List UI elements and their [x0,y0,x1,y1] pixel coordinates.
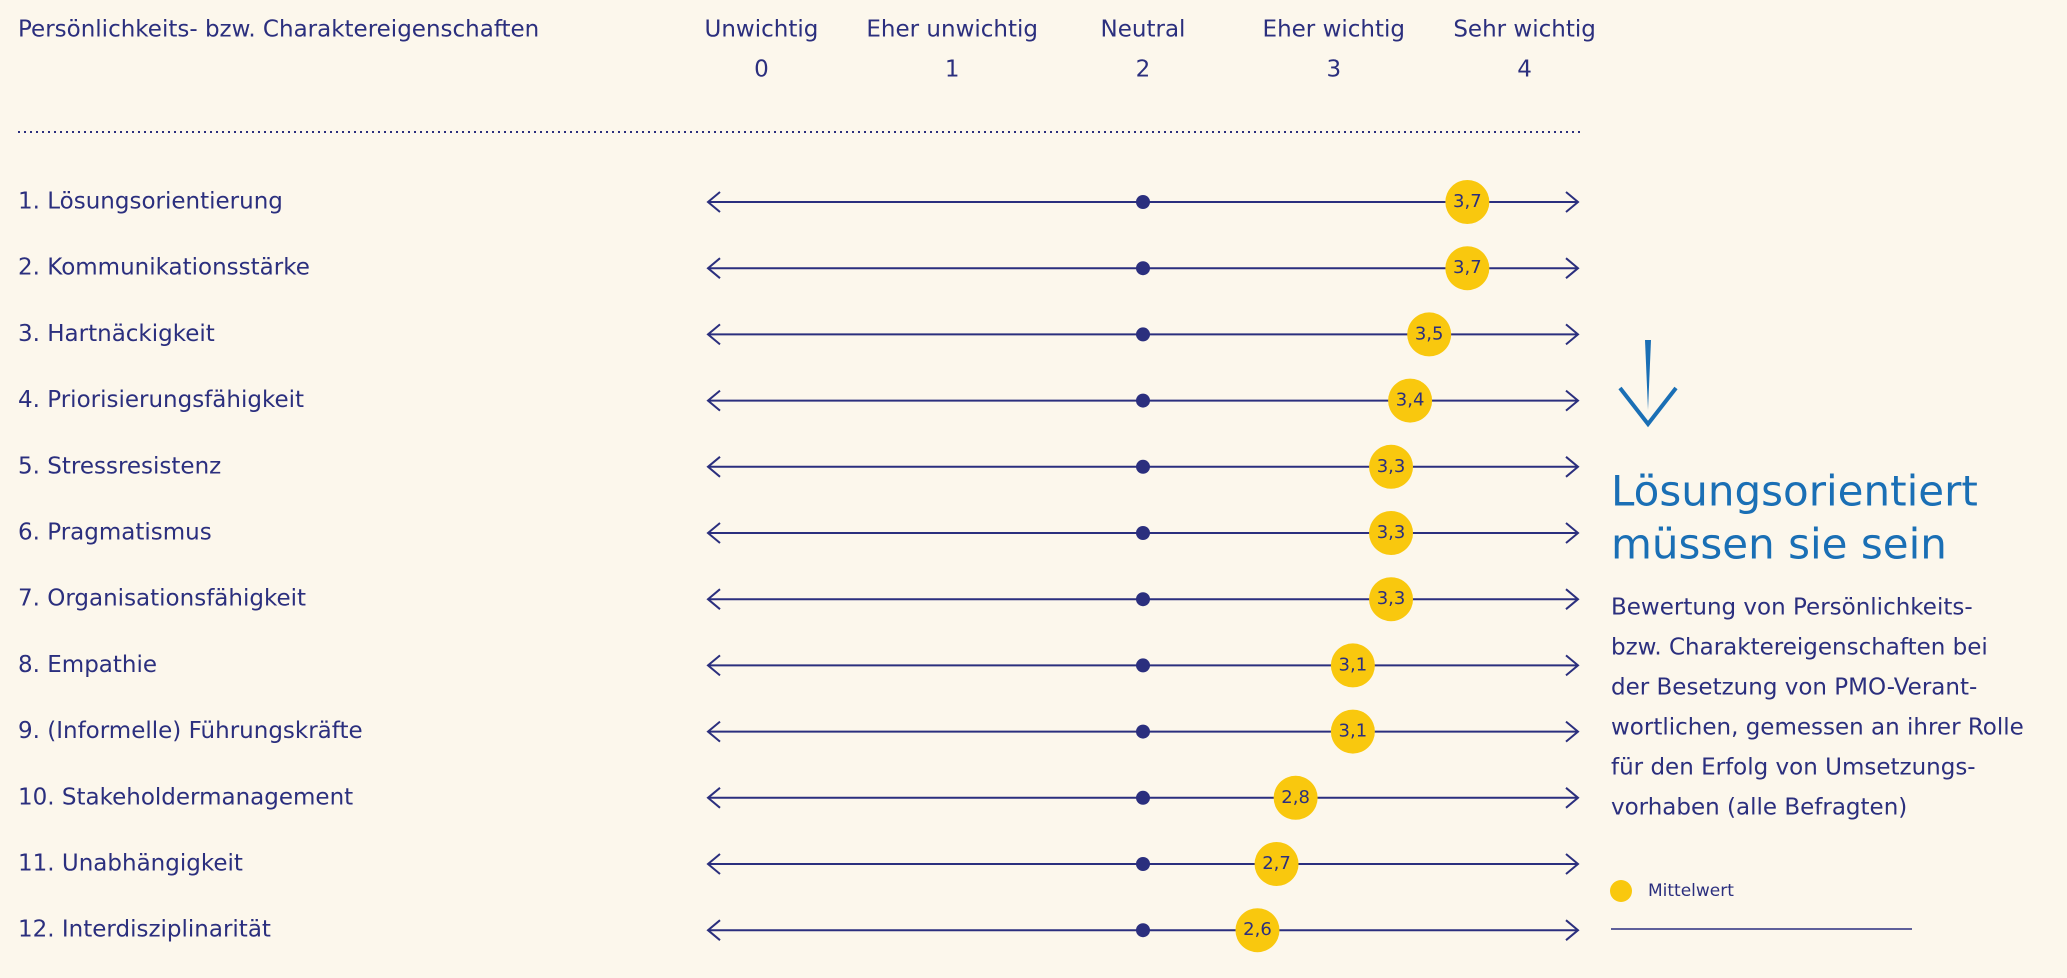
category-label: 10. Stakeholdermanagement [18,784,353,810]
value-label: 3,3 [1377,522,1406,543]
description: der Besetzung von PMO-Verant- [1611,675,1977,701]
midpoint-dot [1136,923,1150,938]
mean-dot [1254,842,1299,886]
arrow-right [1565,720,1580,743]
midpoint-dot [1136,724,1150,739]
value-label: 3,7 [1453,191,1482,212]
value-label: 3,3 [1377,588,1406,609]
value-label: 2,6 [1243,919,1272,940]
mean-dot [1445,246,1490,291]
x-tick-label: 2 [1136,57,1151,83]
category-label: 9. (Informelle) Führungskräfte [18,718,363,744]
mean-dot [1407,312,1452,357]
midpoint-dot [1136,459,1150,474]
value-label: 3,5 [1415,323,1444,344]
arrow-left [706,720,721,743]
mean-dot [1273,775,1318,820]
category-label: 5. Stressresistenz [18,453,221,479]
mean-dot [1235,908,1280,953]
value-label: 2,8 [1281,787,1310,808]
arrow-right [1565,456,1580,478]
mean-dot [1330,643,1375,688]
mean-dot [1369,577,1414,622]
arrow-right [1565,323,1580,346]
arrow-left [706,389,721,412]
x-tick-label: 4 [1517,57,1532,83]
column-header: Persönlichkeits- bzw. Charaktereigenscha… [18,17,539,43]
headline: müssen sie sein [1611,520,1947,569]
category-label: 11. Unabhängigkeit [18,851,243,877]
arrow-right [1565,257,1580,279]
category-label: 4. Priorisierungsfähigkeit [18,387,304,413]
midpoint-dot [1136,658,1150,673]
x-tick-name: Sehr wichtig [1453,17,1596,43]
arrow-left [706,787,721,809]
value-label: 3,1 [1339,721,1368,742]
description: für den Erfolg von Umsetzungs- [1611,755,1976,781]
mean-dot [1369,511,1414,555]
arrow-right [1565,853,1580,875]
midpoint-dot [1136,857,1150,871]
arrow-shaft [1645,340,1651,410]
category-label: 3. Hartnäckigkeit [18,321,215,347]
midpoint-dot [1136,261,1150,276]
arrow-left [706,919,721,941]
arrow-left [706,456,721,478]
headline: Lösungsorientiert [1611,467,1978,516]
description: wortlichen, gemessen an ihrer Rolle [1611,715,2024,741]
arrow-right [1565,654,1580,677]
legend-swatch [1610,880,1632,902]
category-label: 1. Lösungsorientierung [18,189,283,215]
arrow-left [706,654,721,677]
arrow-left [706,522,721,544]
description: vorhaben (alle Befragten) [1611,795,1907,821]
mean-dot [1388,378,1433,423]
description: bzw. Charaktereigenschaften bei [1611,635,1988,661]
arrow-left [706,323,721,346]
midpoint-dot [1136,195,1150,209]
arrow-right [1565,522,1580,544]
arrow-right [1565,588,1580,610]
arrow-left [706,853,721,875]
arrow-right [1565,787,1580,809]
value-label: 3,4 [1396,390,1425,411]
arrow-right [1565,389,1580,412]
arrow-head [1618,386,1678,428]
x-tick-name: Neutral [1101,17,1186,43]
value-label: 3,1 [1339,654,1368,675]
mean-dot [1445,180,1490,224]
midpoint-dot [1136,592,1150,607]
mean-dot [1330,709,1375,754]
category-label: 8. Empathie [18,652,157,678]
x-tick-label: 1 [945,57,960,83]
midpoint-dot [1136,327,1150,342]
midpoint-dot [1136,526,1150,540]
x-tick-label: 0 [754,57,769,83]
category-label: 12. Interdisziplinarität [18,917,271,943]
arrow-left [706,588,721,610]
x-tick-name: Eher wichtig [1263,17,1405,43]
description: Bewertung von Persönlichkeits- [1611,595,1973,621]
arrow-right [1565,919,1580,941]
value-label: 3,3 [1377,456,1406,477]
arrow-left [706,191,721,213]
category-label: 2. Kommunikationsstärke [18,255,310,281]
arrow-right [1565,191,1580,213]
x-tick-label: 3 [1326,57,1341,83]
x-tick-name: Eher unwichtig [866,17,1038,43]
category-label: 7. Organisationsfähigkeit [18,586,306,612]
arrow-left [706,257,721,279]
value-label: 2,7 [1262,853,1291,874]
midpoint-dot [1136,790,1150,805]
value-label: 3,7 [1453,257,1482,278]
legend-label: Mittelwert [1648,881,1734,901]
x-tick-name: Unwichtig [704,17,818,43]
category-label: 6. Pragmatismus [18,520,212,546]
mean-dot [1369,444,1414,489]
midpoint-dot [1136,393,1150,408]
